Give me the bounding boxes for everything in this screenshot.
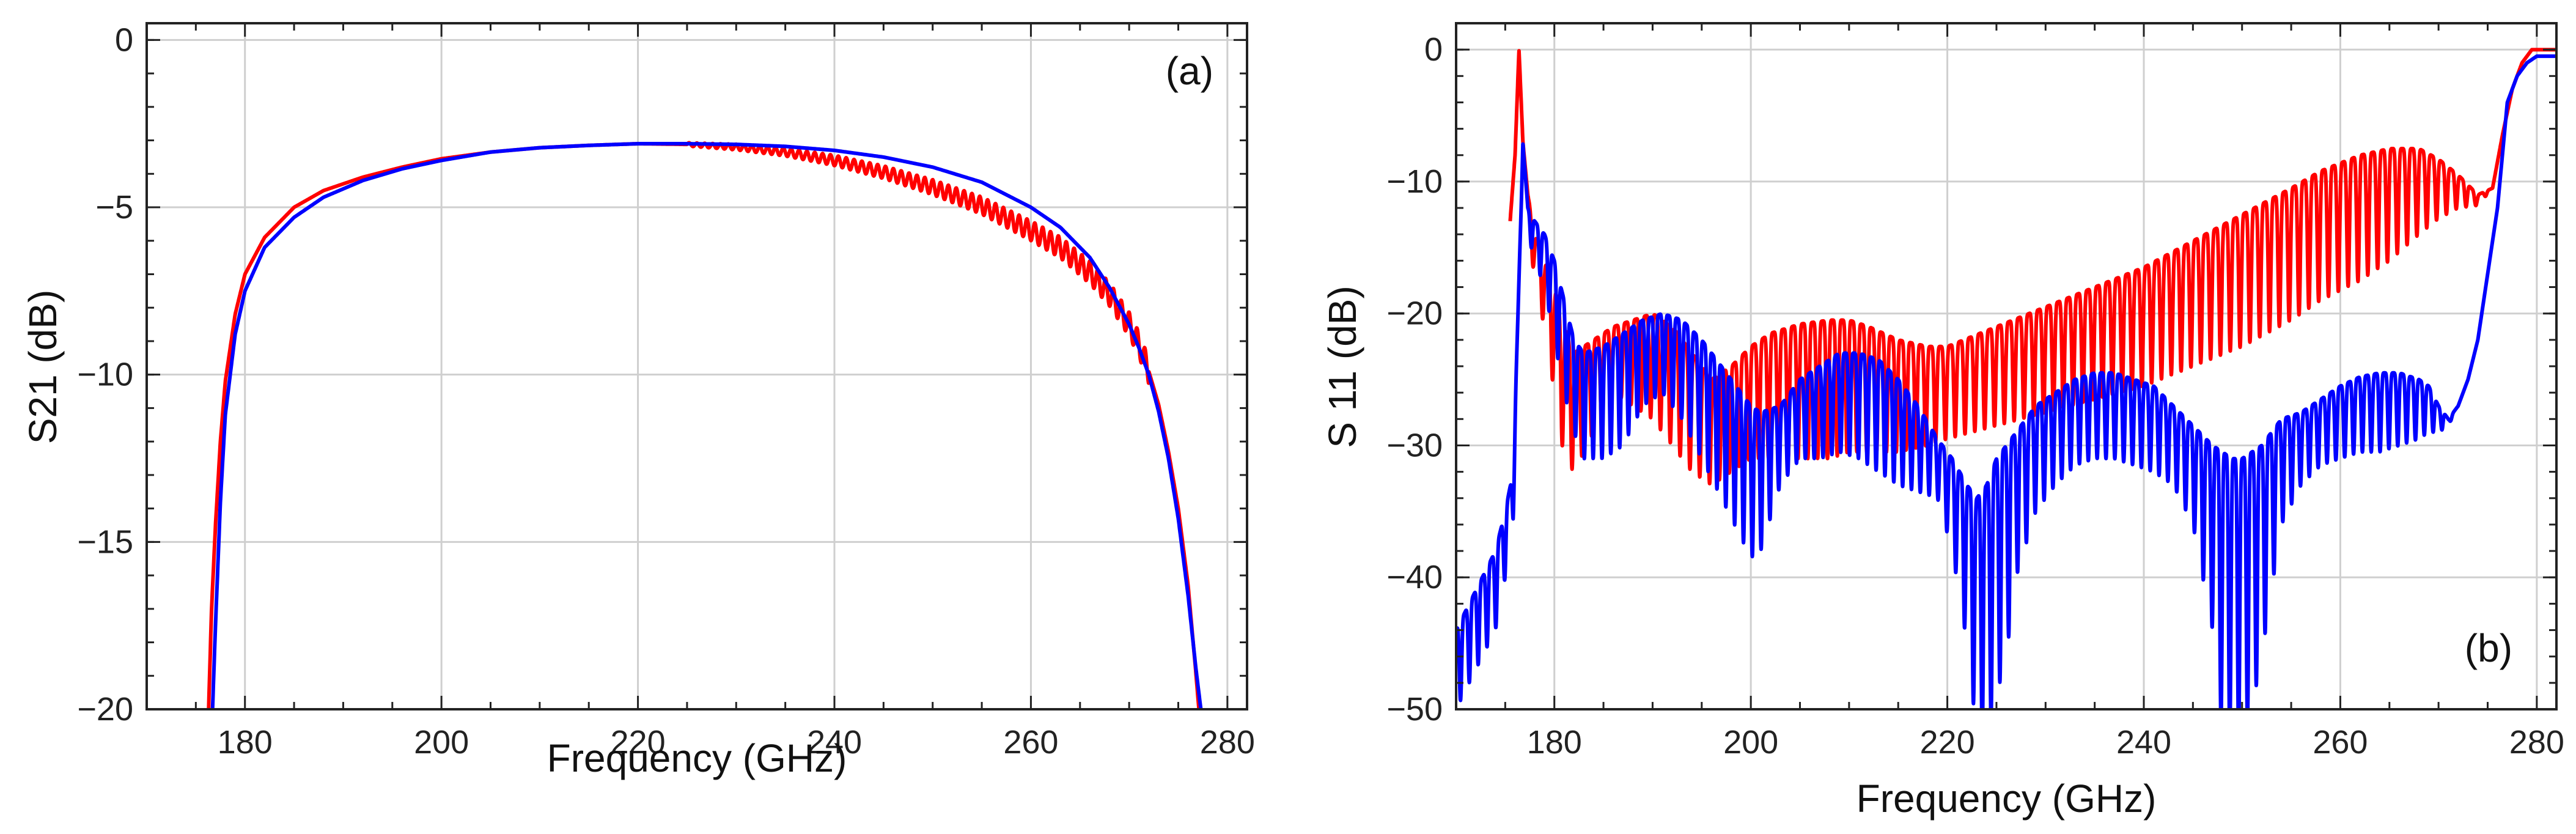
panel-b-x-axis-title: Frequency (GHz) [1857,777,2157,821]
y-tick-label: −10 [77,356,133,393]
series-line-blue [1456,54,2556,709]
x-tick-label: 200 [414,724,469,761]
x-tick-label: 240 [2116,724,2171,761]
y-tick-label: −30 [1386,427,1443,463]
panel-a-y-axis-title: S21 (dB) [21,290,65,445]
y-tick-label: 0 [115,21,133,58]
panel-b-y-axis-title: S 11 (dB) [1320,286,1364,448]
x-tick-label: 240 [807,724,862,761]
panel-a-series [207,141,1203,709]
panel-a-s21-chart: 180 200 220 240 260 280 0 −5 −10 −15 −20 (a) Frequ… [21,21,1255,780]
panel-a-plot-frame [145,22,1248,710]
panel-b-s11-chart: 180 200 220 240 260 280 0 −10 −20 −30 −40 −50 (b) F… [1320,22,2564,821]
x-tick-label: 260 [2313,724,2368,761]
y-tick-label: −5 [95,189,133,226]
panel-b-label: (b) [2465,626,2512,670]
panel-b-series [1456,48,2556,709]
y-tick-label: −20 [77,691,133,728]
panel-b-ticks: 180 200 220 240 260 280 0 −10 −20 −30 −40 −50 [1386,22,2564,761]
y-tick-label: −50 [1386,691,1443,728]
y-tick-label: −40 [1386,559,1443,596]
series-line-blue [210,142,1203,709]
x-tick-label: 220 [611,724,666,761]
y-tick-label: −15 [77,523,133,560]
x-tick-label: 220 [1920,724,1975,761]
x-tick-label: 180 [1527,724,1582,761]
x-tick-label: 280 [2509,724,2564,761]
panel-a-ticks: 180 200 220 240 260 280 0 −5 −10 −15 −20 [77,21,1255,761]
y-tick-label: −20 [1386,295,1443,332]
x-tick-label: 280 [1200,724,1255,761]
panel-a-x-axis-title: Frequency (GHz) [547,736,847,780]
x-tick-label: 200 [1723,724,1778,761]
y-tick-label: 0 [1424,31,1443,68]
y-tick-label: −10 [1386,163,1443,200]
x-tick-label: 180 [218,724,273,761]
panel-a-label: (a) [1166,49,1213,93]
x-tick-label: 260 [1003,724,1058,761]
